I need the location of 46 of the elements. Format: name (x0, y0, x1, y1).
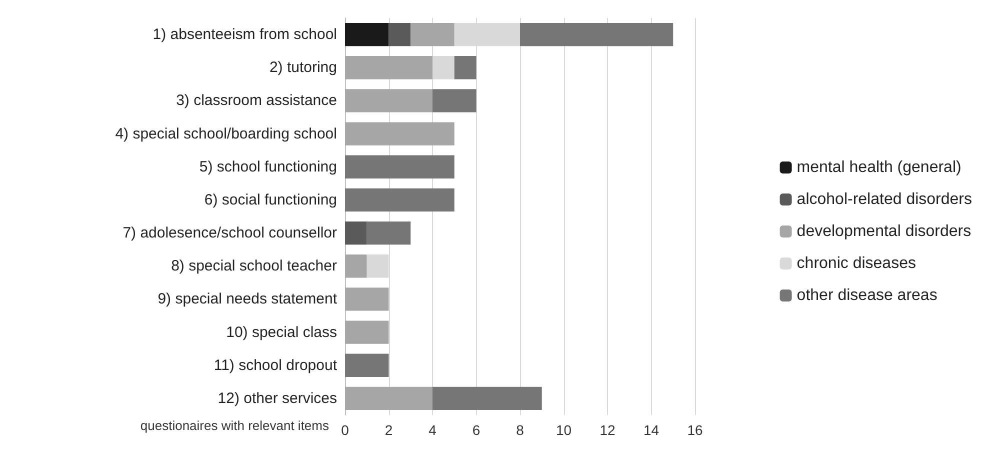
x-tick-label: 0 (341, 422, 350, 438)
bar (520, 22, 674, 46)
x-tick-label: 8 (516, 422, 524, 438)
bar (410, 22, 454, 46)
bar (345, 354, 389, 377)
y-tick-label: 1) absenteeism from school (152, 26, 337, 44)
bar (345, 221, 367, 245)
x-axis-title: questionaires with relevant items (140, 418, 330, 433)
bar (345, 155, 454, 178)
bar (345, 386, 432, 410)
y-tick-label: 12) other services (218, 390, 337, 407)
x-tick-label: 6 (472, 422, 480, 438)
legend-label: chronic diseases (796, 255, 916, 272)
x-tick-label: 14 (643, 422, 660, 438)
y-tick-label: 11) school dropout (214, 356, 338, 374)
y-tick-label: 6) social functioning (204, 191, 337, 208)
x-tick-label: 16 (687, 422, 703, 438)
bar (345, 254, 367, 278)
y-tick-label: 4) special school/boarding school (115, 125, 337, 142)
bar (345, 288, 389, 311)
y-tick-label: 5) school functioning (199, 158, 337, 176)
y-tick-label: 8) special school teacher (171, 258, 337, 275)
x-tick-label: 4 (428, 422, 437, 438)
x-tick-label: 10 (556, 422, 572, 438)
bar (366, 221, 411, 245)
x-tick-label: 12 (600, 422, 616, 438)
bar (345, 188, 454, 212)
bar (345, 22, 389, 46)
y-tick-label: 7) adolesence/school counsellor (122, 224, 337, 242)
bar (432, 89, 476, 112)
legend-label: alcohol-related disorders (796, 191, 972, 208)
bar (454, 56, 476, 80)
y-tick-label: 2) tutoring (269, 59, 337, 76)
bar (345, 122, 454, 146)
bar (345, 56, 432, 80)
y-tick-label: 10) special class (226, 324, 337, 341)
legend-label: developmental disorders (796, 223, 972, 240)
x-tick-label: 2 (384, 422, 393, 438)
bar (432, 386, 542, 410)
y-tick-label: 9) special needs statement (158, 290, 338, 308)
bar (345, 89, 432, 112)
bar (345, 320, 389, 344)
legend-label: other disease areas (796, 287, 938, 304)
bar (388, 22, 411, 46)
y-tick-label: 3) classroom assistance (176, 92, 337, 110)
legend-label: mental health (general) (796, 159, 962, 176)
